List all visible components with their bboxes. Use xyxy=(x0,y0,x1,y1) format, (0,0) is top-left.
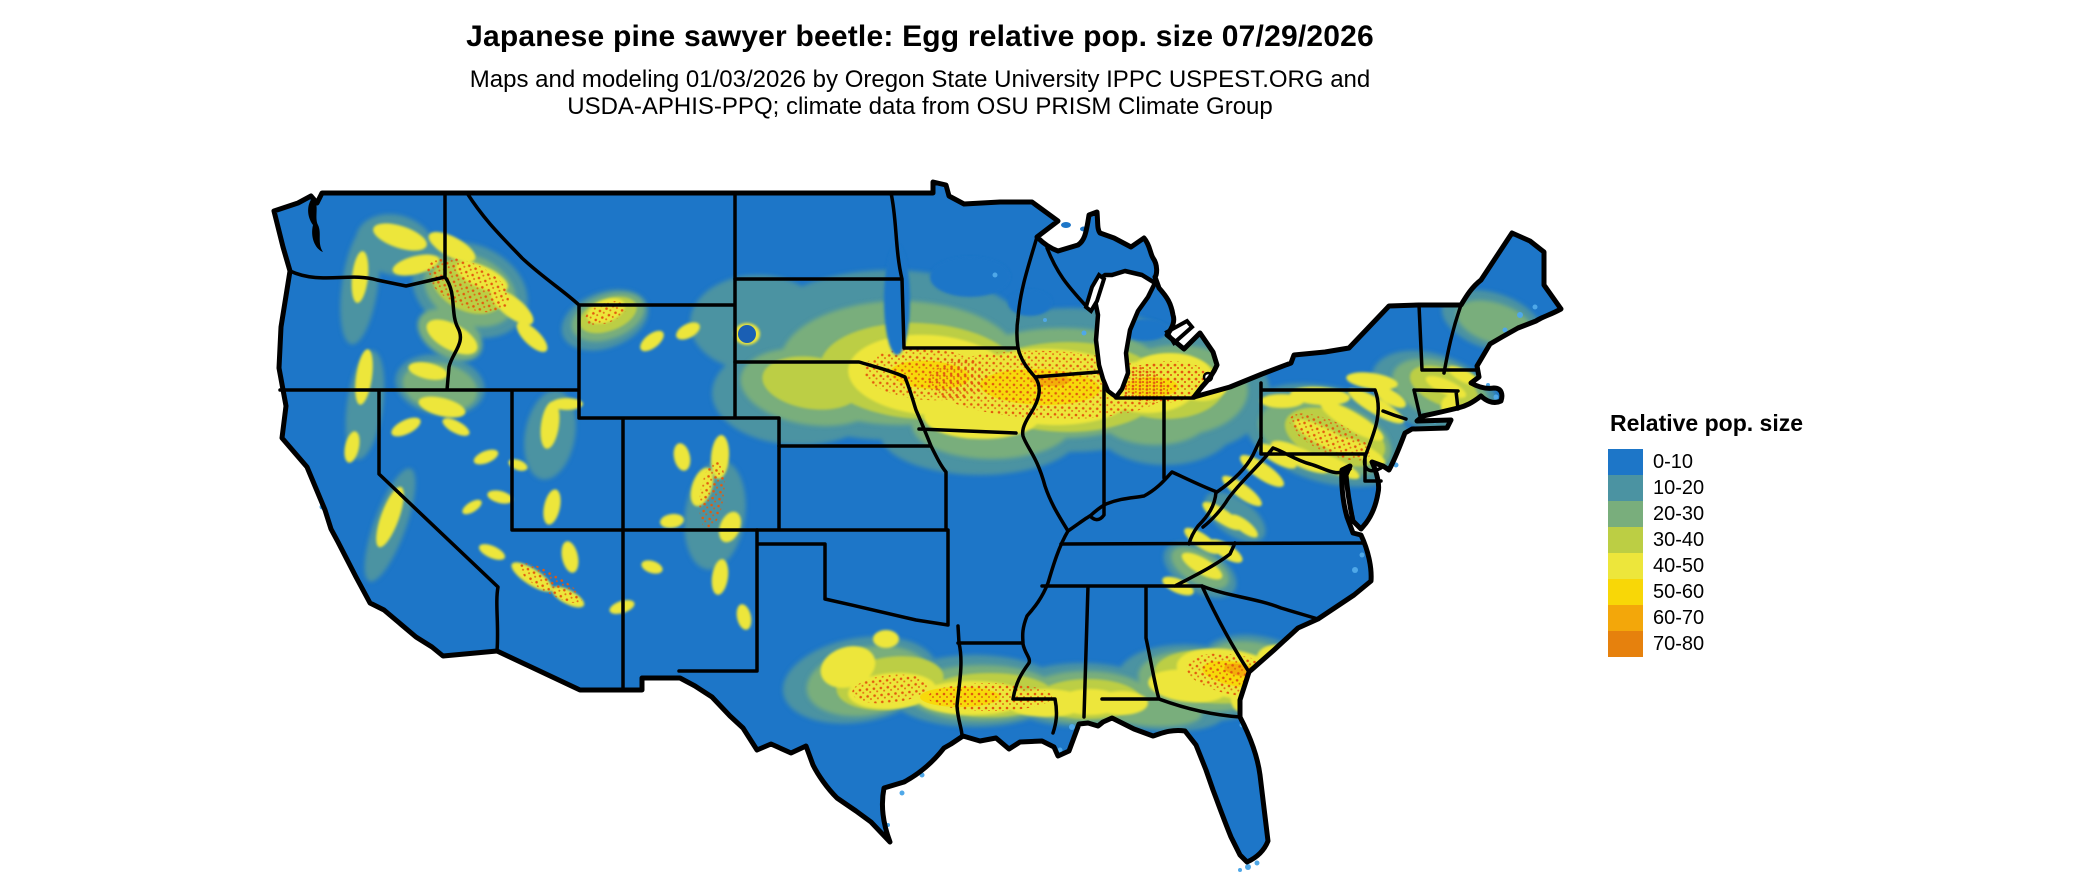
state-borders-rivers xyxy=(1011,235,1263,735)
puget-sound xyxy=(308,197,323,252)
legend-swatch xyxy=(1608,553,1643,579)
state-borders-midwest xyxy=(1033,246,1196,522)
legend-row: 0-10 xyxy=(1608,449,1803,475)
state-borders-northeast xyxy=(1381,303,1479,421)
legend-label: 70-80 xyxy=(1653,632,1705,655)
state-borders-west xyxy=(278,191,947,692)
legend-row: 60-70 xyxy=(1608,605,1803,631)
state-borders-plains xyxy=(677,191,1024,738)
header: Japanese pine sawyer beetle: Egg relativ… xyxy=(0,0,1840,120)
black-hills-dark-spot xyxy=(738,325,756,343)
legend-swatch xyxy=(1608,475,1643,501)
legend-title: Relative pop. size xyxy=(1610,410,1804,436)
legend-row: 50-60 xyxy=(1608,579,1803,605)
legend-label: 20-30 xyxy=(1653,502,1705,525)
legend-label: 10-20 xyxy=(1653,476,1705,499)
legend-label: 60-70 xyxy=(1653,606,1705,629)
legend-swatch xyxy=(1608,605,1643,631)
legend-row: 10-20 xyxy=(1608,475,1803,501)
legend-swatch xyxy=(1608,579,1643,605)
legend-row: 30-40 xyxy=(1608,527,1803,553)
legend: Relative pop. size 0-10 10-20 20-30 30-40 40… xyxy=(1608,410,1803,657)
legend-swatch xyxy=(1608,631,1643,657)
legend-row: 40-50 xyxy=(1608,553,1803,579)
subtitle-line-1: Maps and modeling 01/03/2026 by Oregon S… xyxy=(469,66,1371,93)
state-borders-south-east xyxy=(1040,381,1383,719)
legend-row: 20-30 xyxy=(1608,501,1803,527)
legend-label: 40-50 xyxy=(1653,554,1705,577)
legend-swatch xyxy=(1608,501,1643,527)
legend-label: 50-60 xyxy=(1653,580,1705,603)
page-subtitle: Maps and modeling 01/03/2026 by Oregon S… xyxy=(0,66,1840,120)
state-borders xyxy=(278,191,1479,738)
great-lakes xyxy=(1061,222,1214,400)
nation-outline xyxy=(271,179,1564,865)
legend-swatch xyxy=(1608,449,1643,475)
legend-rows: 0-10 10-20 20-30 30-40 40-50 50-60 60-70 70-80 xyxy=(1608,449,1803,657)
green-bay xyxy=(1083,271,1107,314)
legend-swatch xyxy=(1608,527,1643,553)
subtitle-line-2: USDA-APHIS-PPQ; climate data from OSU PR… xyxy=(567,93,1273,120)
legend-label: 30-40 xyxy=(1653,528,1705,551)
legend-label: 0-10 xyxy=(1653,450,1694,473)
page-title: Japanese pine sawyer beetle: Egg relativ… xyxy=(466,20,1374,53)
legend-row: 70-80 xyxy=(1608,631,1803,657)
us-choropleth-map xyxy=(271,179,1564,872)
